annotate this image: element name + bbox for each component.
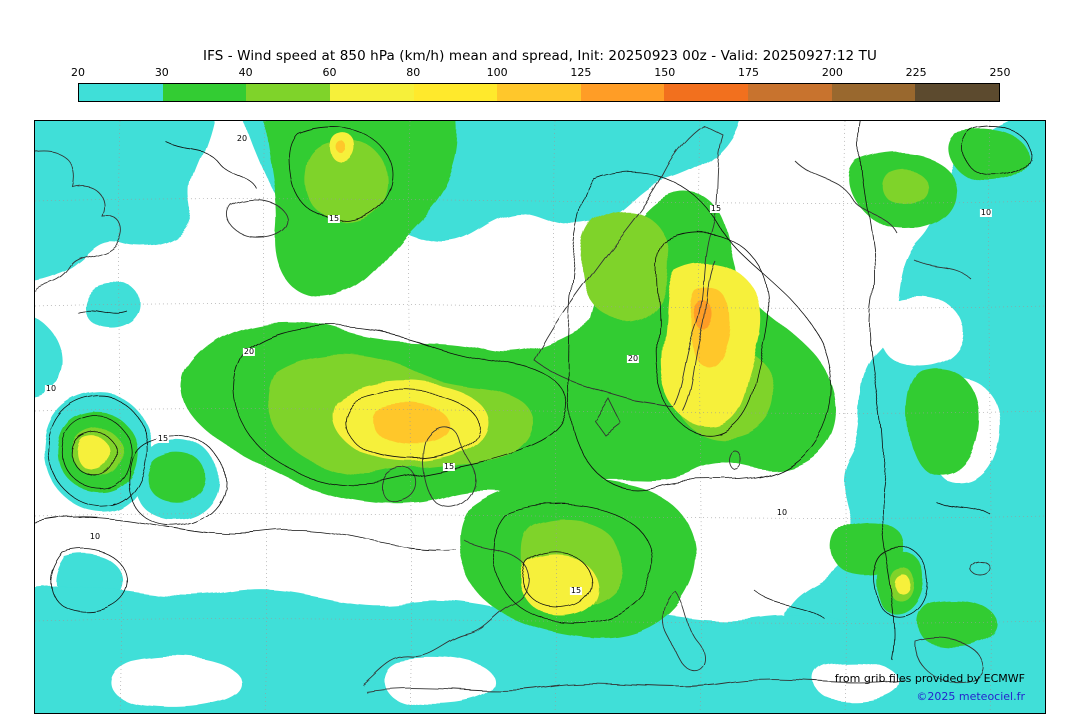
contour-label: 10 bbox=[979, 208, 993, 217]
contour-label: 20 bbox=[235, 134, 249, 143]
wind-speed-legend: 20 30 40 60 80 100 125 150 175 200 225 250 bbox=[71, 66, 1011, 106]
graticule-layer bbox=[35, 121, 1045, 713]
map-copyright: ©2025 meteociel.fr bbox=[916, 690, 1025, 703]
legend-tick: 250 bbox=[989, 66, 1011, 79]
legend-segment bbox=[915, 84, 1000, 101]
legend-tick: 40 bbox=[238, 66, 253, 79]
contour-label: 15 bbox=[709, 204, 723, 213]
legend-segment bbox=[664, 84, 749, 101]
wind-fill-layer bbox=[35, 121, 1045, 713]
legend-tick: 150 bbox=[654, 66, 676, 79]
contour-label: 10 bbox=[88, 532, 102, 541]
map-source-credit: from grib files provided by ECMWF bbox=[834, 672, 1025, 685]
legend-tick: 125 bbox=[570, 66, 592, 79]
contour-label: 15 bbox=[569, 586, 583, 595]
legend-tick: 100 bbox=[486, 66, 508, 79]
legend-segment bbox=[831, 84, 916, 101]
legend-tick: 30 bbox=[154, 66, 169, 79]
legend-segment bbox=[748, 84, 832, 101]
legend-segment bbox=[79, 84, 163, 101]
map-area: 20 15 10 20 15 20 15 10 15 10 10 15 from grib files… bbox=[34, 120, 1046, 714]
contour-label: 15 bbox=[156, 434, 170, 443]
legend-tick: 200 bbox=[821, 66, 843, 79]
legend-tick: 175 bbox=[738, 66, 760, 79]
contour-label: 15 bbox=[442, 462, 456, 471]
legend-ticks: 20 30 40 60 80 100 125 150 175 200 225 250 bbox=[71, 66, 1011, 80]
legend-segment bbox=[497, 84, 581, 101]
legend-tick: 225 bbox=[905, 66, 927, 79]
legend-segment bbox=[580, 84, 665, 101]
legend-segment bbox=[162, 84, 247, 101]
contour-layer bbox=[35, 121, 1030, 662]
weather-map-svg bbox=[35, 121, 1045, 713]
legend-tick: 20 bbox=[71, 66, 85, 79]
coastline-layer bbox=[35, 124, 991, 692]
legend-bar bbox=[78, 83, 1000, 102]
legend-tick: 80 bbox=[406, 66, 421, 79]
legend-segment bbox=[329, 84, 414, 101]
map-title: IFS - Wind speed at 850 hPa (km/h) mean … bbox=[203, 48, 877, 64]
contour-label: 20 bbox=[242, 347, 256, 356]
legend-tick: 60 bbox=[322, 66, 337, 79]
contour-label: 10 bbox=[44, 384, 58, 393]
contour-label: 15 bbox=[327, 214, 341, 223]
legend-segment bbox=[246, 84, 330, 101]
contour-label: 20 bbox=[626, 354, 640, 363]
contour-label-layer: 20 15 10 20 15 20 15 10 15 10 10 15 bbox=[35, 121, 1045, 713]
legend-segment bbox=[413, 84, 498, 101]
contour-label: 10 bbox=[775, 508, 789, 517]
